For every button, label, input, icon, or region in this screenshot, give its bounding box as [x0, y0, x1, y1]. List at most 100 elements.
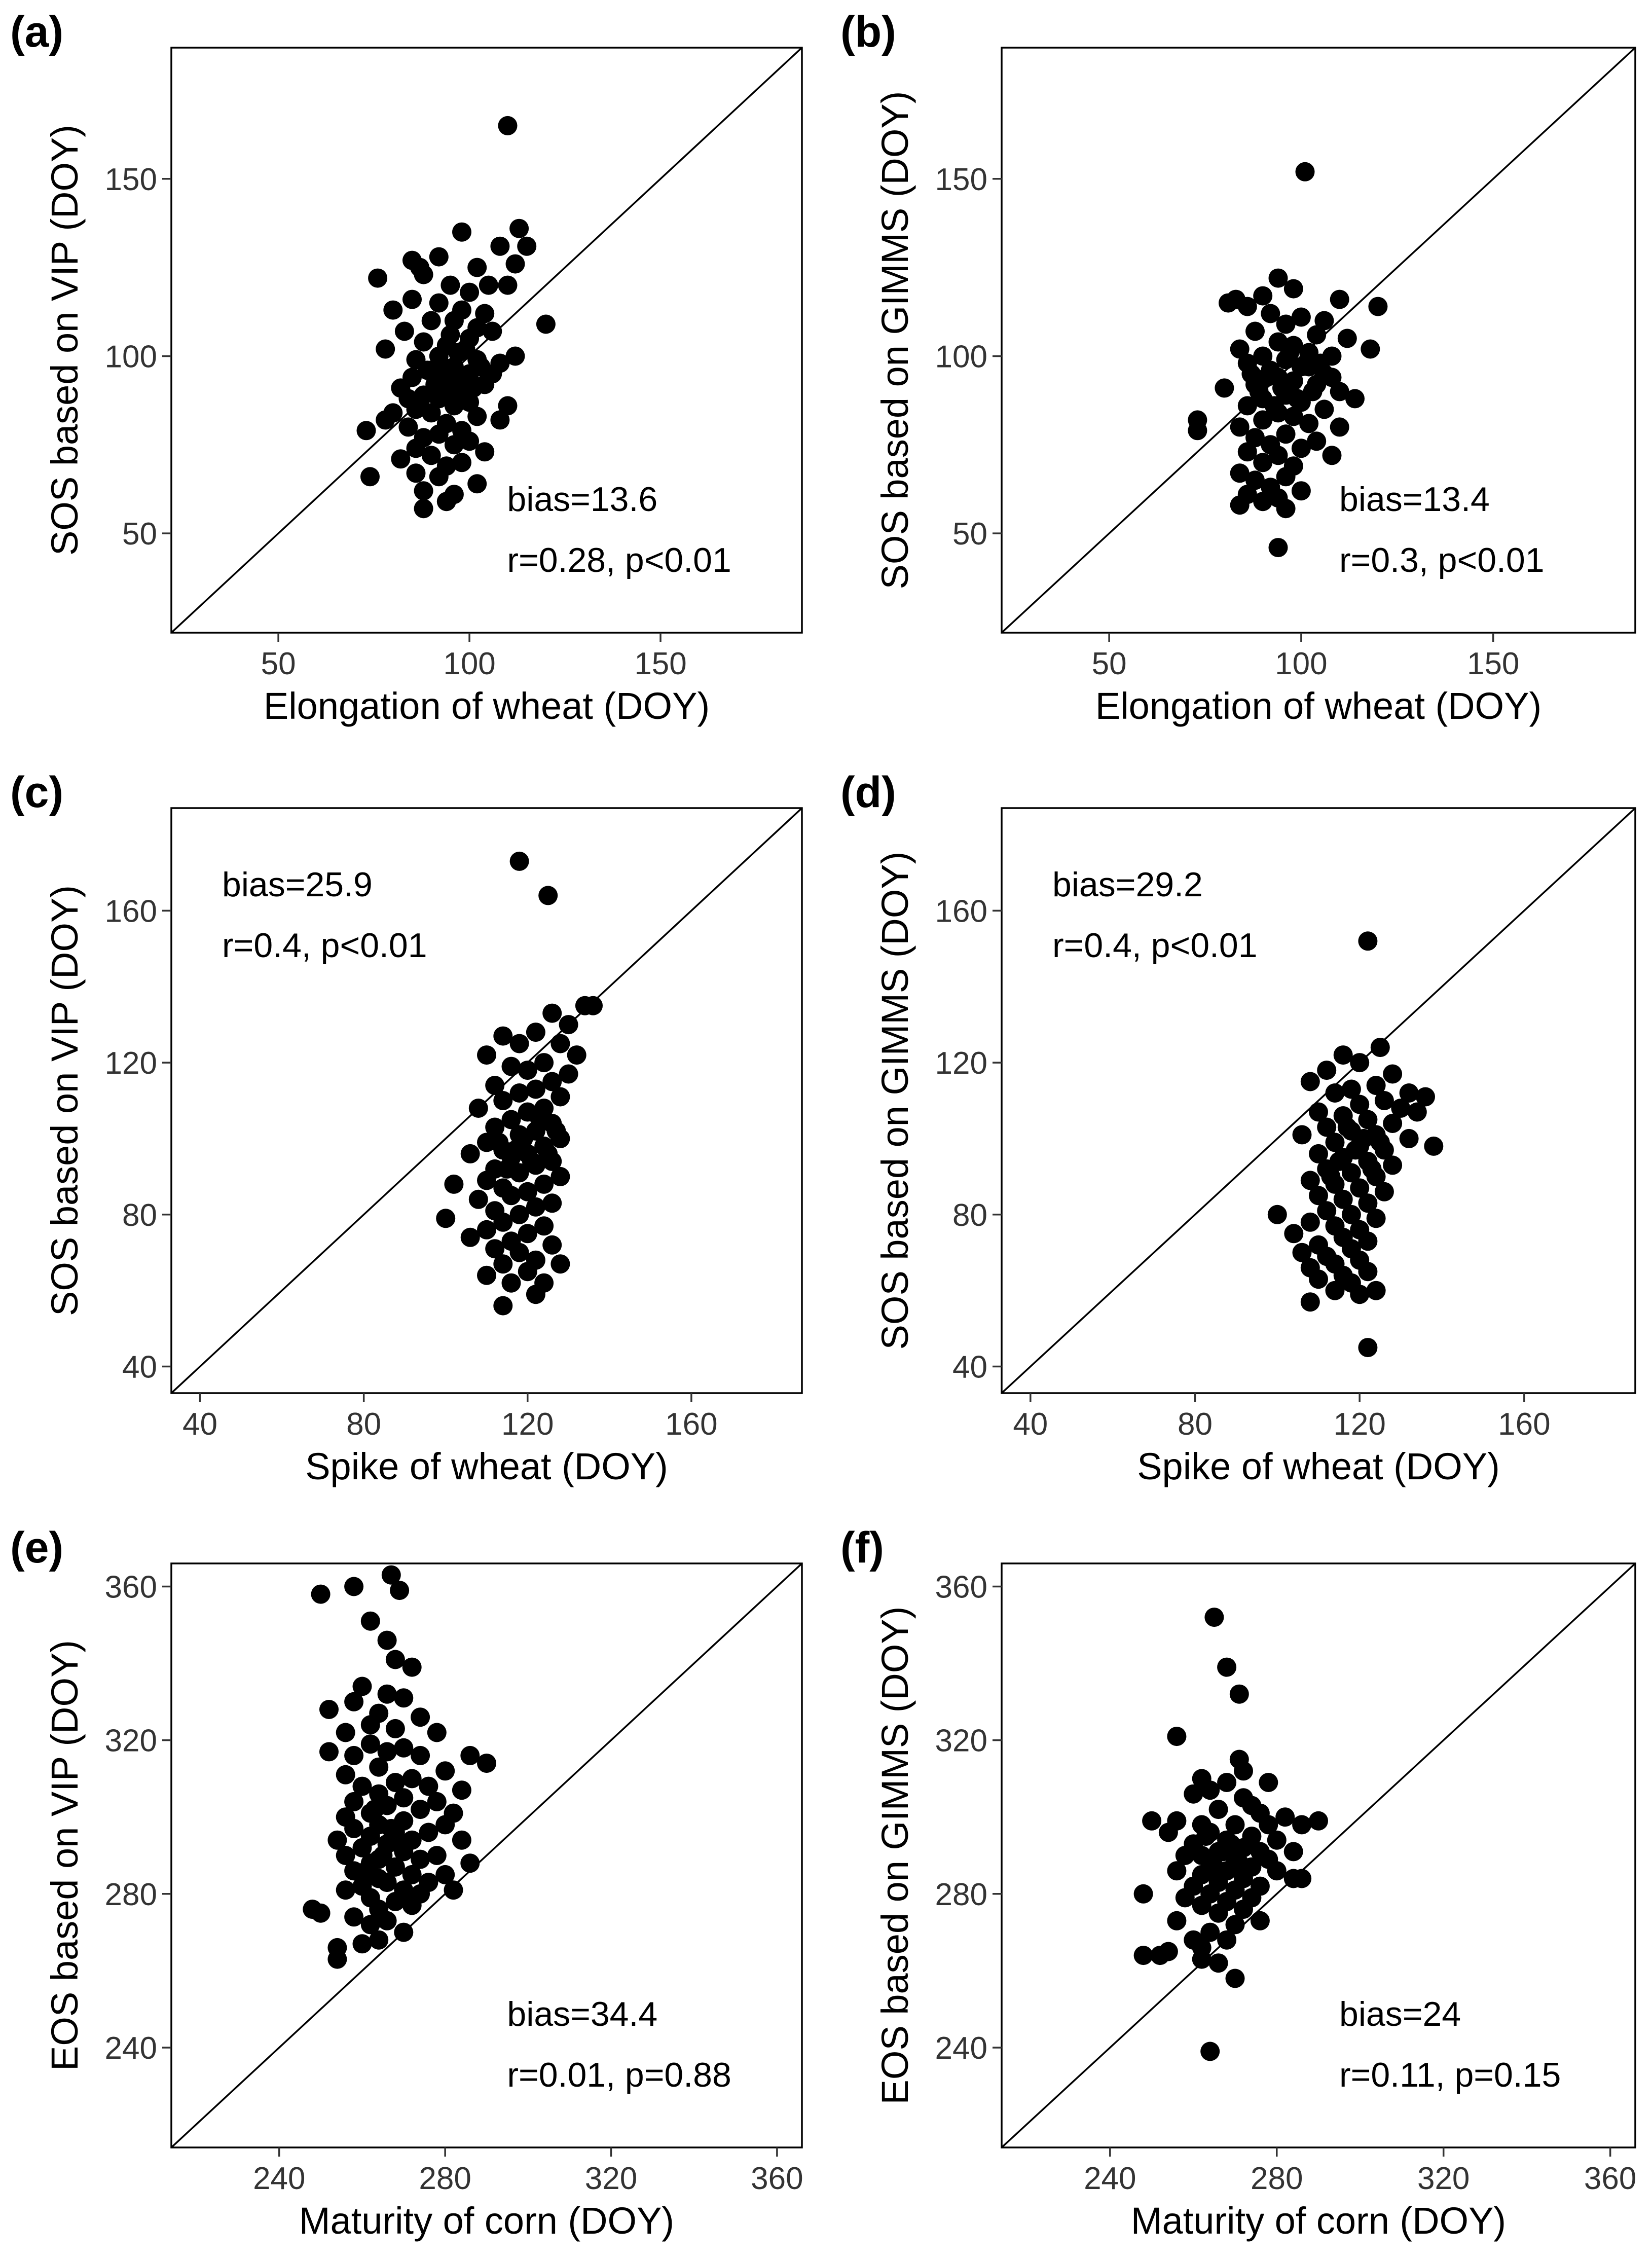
data-point-e-37: [344, 1792, 364, 1811]
data-point-c-58: [460, 1227, 480, 1247]
data-point-e-31: [385, 1773, 405, 1792]
x-axis-label-c: Spike of wheat (DOY): [305, 1445, 668, 1487]
data-point-e-32: [352, 1776, 372, 1796]
data-point-b-36: [1345, 389, 1365, 409]
x-axis-label-f: Maturity of corn (DOY): [1131, 2200, 1506, 2242]
data-point-f-32: [1283, 1842, 1303, 1862]
y-tick-label-b-1: 100: [935, 339, 987, 374]
annotation-e-1: r=0.01, p=0.88: [507, 2056, 731, 2094]
data-point-e-25: [460, 1745, 480, 1765]
x-tick-label-c-0: 40: [182, 1407, 217, 1442]
data-point-c-0: [509, 851, 529, 871]
data-point-d-1: [1370, 1038, 1390, 1058]
data-point-f-21: [1259, 1815, 1278, 1835]
data-point-d-14: [1391, 1099, 1411, 1118]
data-point-a-15: [460, 282, 480, 302]
data-point-a-64: [391, 449, 411, 469]
y-tick-label-e-2: 320: [105, 1724, 157, 1759]
y-tick-label-d-1: 80: [952, 1198, 987, 1233]
x-axis-label-a: Elongation of wheat (DOY): [264, 685, 710, 727]
data-point-a-62: [475, 442, 495, 462]
data-point-c-79: [546, 1121, 566, 1141]
y-tick-label-e-1: 280: [105, 1877, 157, 1912]
data-point-d-32: [1383, 1155, 1403, 1175]
data-point-d-4: [1317, 1061, 1337, 1080]
data-point-b-47: [1330, 417, 1349, 437]
data-point-b-73: [1288, 389, 1307, 409]
data-point-d-38: [1350, 1178, 1370, 1198]
data-point-b-49: [1245, 428, 1265, 448]
data-point-b-7: [1330, 289, 1349, 309]
data-point-c-10: [567, 1045, 586, 1065]
data-point-e-27: [369, 1757, 389, 1777]
data-point-b-67: [1276, 499, 1296, 519]
data-point-e-11: [344, 1692, 364, 1711]
y-tick-label-c-1: 80: [122, 1198, 157, 1233]
data-point-e-49: [419, 1823, 438, 1842]
data-point-b-13: [1245, 321, 1265, 341]
data-point-b-68: [1268, 538, 1288, 558]
data-point-b-66: [1230, 495, 1250, 515]
annotation-b-0: bias=13.4: [1339, 480, 1490, 519]
y-axis-label-f: EOS based on GIMMS (DOY): [874, 1607, 916, 2105]
data-point-d-46: [1366, 1209, 1386, 1228]
data-point-e-18: [427, 1723, 447, 1742]
data-point-e-10: [394, 1688, 414, 1708]
data-point-b-65: [1253, 492, 1273, 512]
data-point-a-71: [414, 481, 433, 501]
data-point-a-65: [452, 453, 471, 472]
data-point-a-12: [479, 275, 498, 295]
x-tick-label-b-1: 100: [1275, 646, 1327, 681]
data-point-b-6: [1219, 293, 1238, 313]
data-point-e-81: [344, 1907, 364, 1927]
data-point-e-34: [452, 1780, 471, 1800]
data-point-e-38: [427, 1792, 447, 1811]
data-point-a-87: [463, 378, 483, 398]
data-point-e-78: [402, 1896, 422, 1915]
data-point-e-76: [385, 1891, 405, 1911]
data-point-e-21: [377, 1742, 397, 1762]
data-point-b-15: [1337, 329, 1357, 348]
data-point-d-18: [1358, 1110, 1378, 1130]
data-point-b-0: [1295, 162, 1315, 181]
data-point-d-15: [1309, 1102, 1328, 1122]
x-tick-label-f-0: 240: [1084, 2161, 1136, 2196]
data-point-e-1: [311, 1584, 331, 1604]
data-point-c-49: [542, 1193, 562, 1213]
data-point-e-46: [435, 1815, 455, 1835]
data-point-e-65: [402, 1865, 422, 1884]
data-point-f-17: [1142, 1811, 1162, 1831]
y-axis-label-e: EOS based on VIP (DOY): [44, 1640, 86, 2071]
data-point-c-55: [534, 1216, 554, 1236]
data-point-e-2: [344, 1577, 364, 1596]
data-point-b-54: [1268, 446, 1288, 465]
plot-frame-d: [1001, 807, 1636, 1394]
data-point-f-55: [1192, 1896, 1212, 1915]
data-point-f-57: [1208, 1903, 1228, 1923]
data-point-c-25: [501, 1110, 521, 1130]
data-point-d-13: [1350, 1095, 1370, 1114]
y-tick-label-f-3: 360: [935, 1570, 987, 1605]
data-point-a-75: [356, 421, 376, 441]
y-tick-label-b-2: 150: [935, 162, 987, 197]
data-point-a-79: [505, 346, 525, 366]
data-point-c-7: [493, 1026, 513, 1046]
data-point-f-61: [1200, 1922, 1220, 1942]
data-point-c-52: [436, 1209, 456, 1228]
x-axis-label-d: Spike of wheat (DOY): [1137, 1445, 1500, 1487]
data-point-a-85: [440, 385, 460, 405]
data-point-e-84: [394, 1922, 414, 1942]
panel-label-d: (d): [840, 768, 896, 817]
data-point-b-72: [1272, 378, 1292, 398]
data-point-a-59: [460, 431, 480, 451]
data-point-c-68: [501, 1273, 521, 1293]
data-point-b-53: [1237, 442, 1257, 462]
data-point-e-26: [477, 1754, 496, 1773]
plot-frame-e: [170, 1562, 803, 2148]
data-point-d-24: [1399, 1128, 1419, 1148]
data-point-b-11: [1314, 311, 1334, 331]
data-point-e-20: [394, 1738, 414, 1758]
x-axis-label-e: Maturity of corn (DOY): [299, 2200, 674, 2242]
data-point-b-50: [1307, 431, 1327, 451]
data-point-d-26: [1325, 1133, 1345, 1152]
